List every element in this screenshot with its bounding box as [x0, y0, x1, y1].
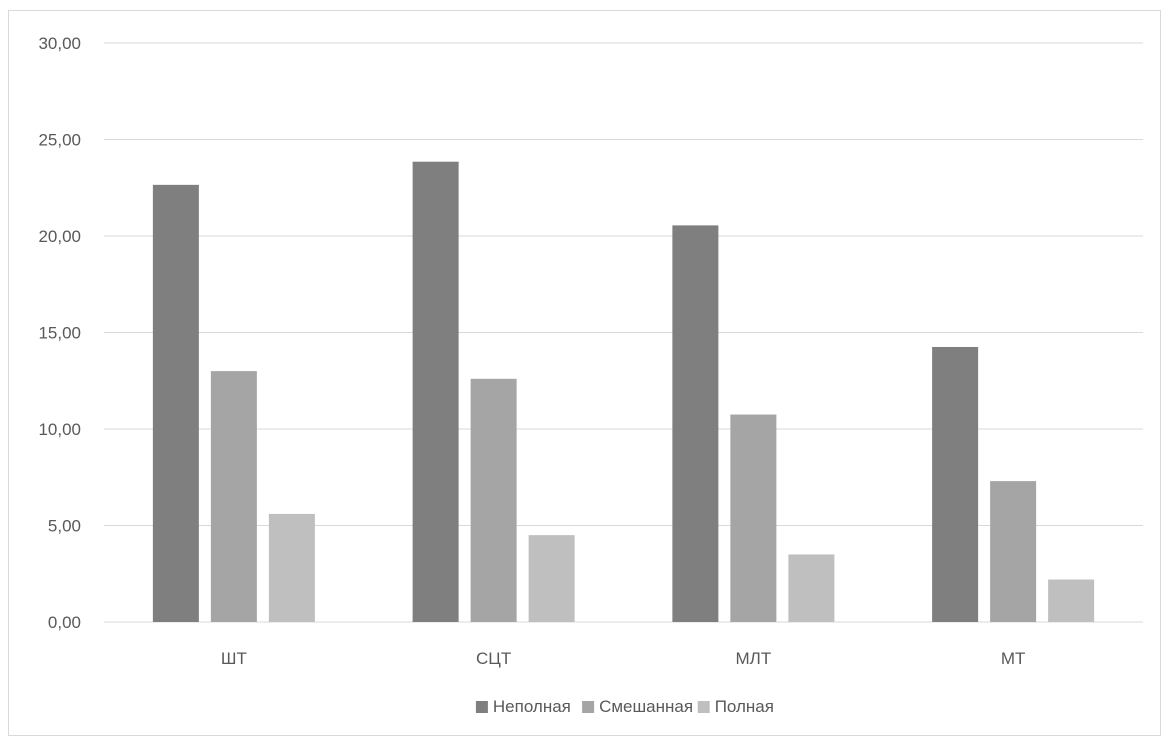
- y-axis-tick-labels: 0,00 5,00 10,00 15,00 20,00 25,00 30,00: [38, 34, 81, 632]
- bar-1-3: [672, 225, 719, 622]
- legend-label: Смешанная: [599, 697, 693, 716]
- bar-1-4: [932, 346, 979, 622]
- legend-label: Неполная: [493, 697, 571, 716]
- y-tick-label: 25,00: [38, 131, 81, 150]
- y-tick-label: 0,00: [48, 613, 81, 632]
- bar-2-2: [470, 378, 517, 622]
- bar-3-1: [268, 513, 315, 622]
- y-tick-label: 20,00: [38, 227, 81, 246]
- bars: [152, 161, 1095, 623]
- y-tick-label: 5,00: [48, 517, 81, 536]
- gridlines: [104, 42, 1143, 623]
- bar-1-1: [152, 184, 199, 623]
- bar-2-3: [730, 414, 777, 622]
- bar-3-4: [1048, 579, 1095, 622]
- bar-2-1: [210, 371, 257, 622]
- y-tick-label: 15,00: [38, 324, 81, 343]
- y-tick-label: 30,00: [38, 34, 81, 53]
- bar-2-4: [990, 481, 1037, 622]
- legend-label: Полная: [715, 697, 774, 716]
- x-tick-label: СЦТ: [476, 649, 511, 668]
- legend-swatch: [475, 701, 488, 713]
- legend-swatch: [697, 701, 710, 713]
- legend: Неполная Смешанная Полная: [475, 697, 774, 716]
- legend-swatch: [582, 701, 595, 713]
- x-tick-label: ШТ: [221, 649, 247, 668]
- bar-3-3: [788, 554, 835, 622]
- x-tick-label: МЛТ: [736, 649, 772, 668]
- x-axis-tick-labels: ШТ СЦТ МЛТ МТ: [221, 649, 1026, 668]
- bar-3-2: [528, 535, 575, 622]
- y-tick-label: 10,00: [38, 420, 81, 439]
- x-tick-label: МТ: [1001, 649, 1026, 668]
- bar-1-2: [412, 161, 459, 622]
